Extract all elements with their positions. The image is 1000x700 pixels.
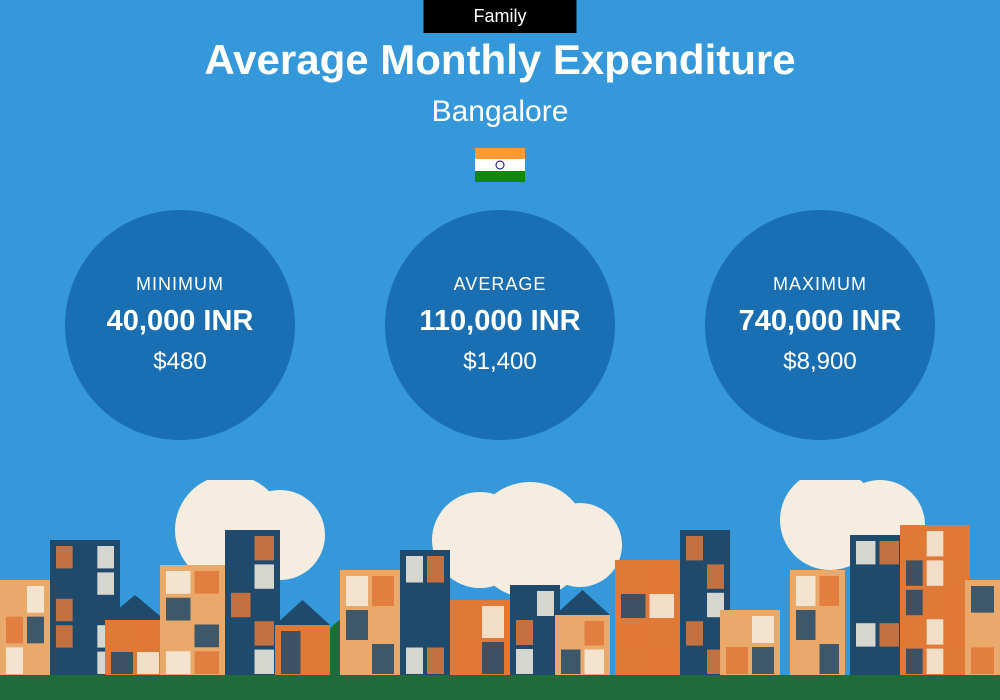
cityscape-illustration — [0, 480, 1000, 700]
stat-circle-average: AVERAGE 110,000 INR $1,400 — [385, 210, 615, 440]
india-flag-icon — [475, 148, 525, 182]
stat-value-inr: 740,000 INR — [739, 305, 902, 338]
city-subtitle: Bangalore — [0, 95, 1000, 129]
stat-label: MINIMUM — [136, 274, 224, 295]
stat-value-inr: 110,000 INR — [419, 305, 580, 338]
stat-circles-row: MINIMUM 40,000 INR $480 AVERAGE 110,000 … — [0, 210, 1000, 440]
flag-wheel-icon — [496, 160, 505, 169]
stat-circle-minimum: MINIMUM 40,000 INR $480 — [65, 210, 295, 440]
stat-value-usd: $480 — [153, 348, 206, 376]
page-title: Average Monthly Expenditure — [0, 36, 1000, 84]
stat-value-usd: $8,900 — [783, 348, 856, 376]
stat-label: MAXIMUM — [773, 274, 867, 295]
stat-value-usd: $1,400 — [463, 348, 536, 376]
stat-label: AVERAGE — [454, 274, 547, 295]
flag-saffron-stripe — [475, 148, 525, 159]
flag-white-stripe — [475, 159, 525, 170]
stat-value-inr: 40,000 INR — [107, 305, 254, 338]
stat-circle-maximum: MAXIMUM 740,000 INR $8,900 — [705, 210, 935, 440]
category-badge: Family — [424, 0, 577, 33]
flag-green-stripe — [475, 171, 525, 182]
